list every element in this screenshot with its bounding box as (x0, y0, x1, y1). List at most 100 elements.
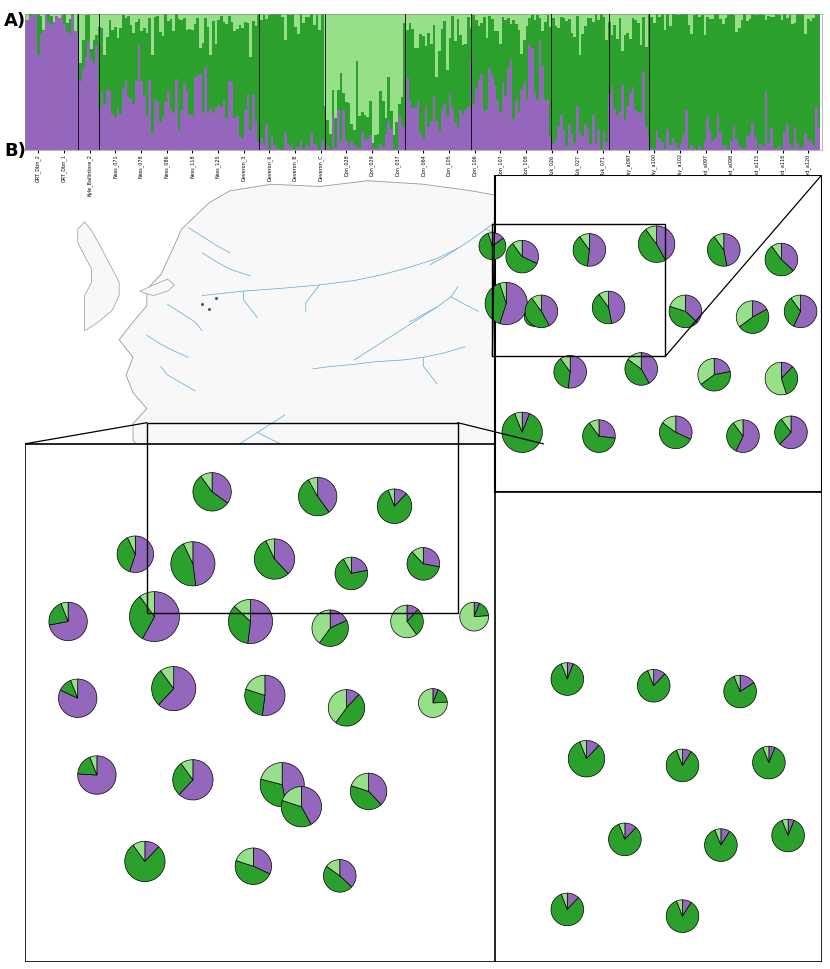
Bar (111, 31, 114, 115)
Wedge shape (567, 663, 574, 679)
Bar (427, 15, 430, 34)
Bar (249, 58, 252, 131)
Bar (459, 15, 461, 36)
Bar (355, 62, 359, 147)
Bar (82, 41, 85, 69)
Bar (501, 18, 505, 83)
Wedge shape (145, 841, 159, 861)
Bar (518, 31, 520, 112)
Bar (393, 15, 395, 136)
Bar (111, 115, 114, 151)
Bar (196, 77, 199, 151)
Bar (345, 142, 348, 151)
Bar (629, 40, 632, 94)
Wedge shape (418, 689, 447, 718)
Bar (629, 15, 632, 40)
Bar (720, 15, 722, 20)
Bar (714, 139, 717, 151)
Bar (273, 15, 276, 146)
Bar (188, 30, 191, 115)
Bar (369, 15, 372, 102)
Wedge shape (774, 420, 791, 445)
Bar (40, 35, 42, 151)
Bar (656, 15, 658, 132)
Bar (385, 135, 388, 151)
Bar (156, 16, 159, 102)
Bar (446, 15, 448, 71)
Bar (23, 15, 27, 21)
Wedge shape (492, 234, 503, 247)
Wedge shape (78, 756, 116, 795)
Bar (565, 146, 568, 151)
Bar (507, 18, 510, 69)
Bar (395, 122, 398, 150)
Bar (417, 15, 419, 48)
Bar (430, 122, 432, 151)
Bar (124, 15, 127, 19)
Bar (709, 15, 711, 19)
Bar (138, 15, 140, 19)
Bar (122, 16, 124, 89)
Bar (313, 145, 315, 151)
Bar (124, 79, 127, 151)
Bar (193, 25, 196, 78)
Bar (499, 113, 501, 151)
Bar (813, 15, 815, 19)
Wedge shape (721, 828, 730, 845)
Bar (624, 121, 627, 151)
Wedge shape (666, 901, 699, 932)
Bar (244, 111, 247, 151)
Bar (658, 139, 661, 151)
Bar (603, 132, 605, 151)
Bar (797, 143, 799, 151)
Bar (162, 37, 164, 117)
Bar (475, 21, 478, 89)
Wedge shape (682, 900, 691, 917)
Bar (215, 15, 217, 45)
Bar (412, 15, 414, 30)
Wedge shape (388, 489, 394, 507)
Bar (273, 146, 276, 151)
Bar (76, 15, 80, 33)
Wedge shape (647, 670, 654, 686)
Bar (204, 15, 207, 19)
Bar (342, 110, 345, 151)
Bar (257, 15, 260, 16)
Bar (496, 492, 822, 962)
Bar (183, 15, 186, 19)
Bar (324, 15, 326, 108)
Bar (342, 15, 345, 94)
Bar (634, 15, 637, 21)
Bar (589, 144, 592, 151)
Bar (746, 21, 749, 137)
Bar (149, 81, 151, 151)
Bar (722, 147, 725, 151)
Bar (815, 16, 818, 108)
Bar (478, 15, 481, 27)
Wedge shape (394, 489, 407, 507)
Bar (642, 15, 645, 17)
Bar (419, 35, 422, 134)
Wedge shape (335, 559, 368, 590)
Bar (239, 25, 242, 137)
Wedge shape (320, 621, 349, 646)
Bar (717, 16, 720, 115)
Bar (146, 34, 149, 116)
Bar (717, 115, 720, 151)
Bar (149, 15, 151, 19)
Wedge shape (479, 234, 505, 261)
Bar (773, 15, 775, 18)
Bar (427, 128, 430, 151)
Bar (637, 112, 640, 151)
Bar (305, 15, 308, 18)
Bar (249, 15, 252, 58)
Bar (379, 91, 382, 144)
Bar (720, 133, 722, 151)
Bar (581, 15, 584, 35)
Bar (791, 15, 793, 25)
Bar (704, 15, 706, 36)
Bar (414, 48, 417, 108)
Bar (499, 15, 501, 46)
Wedge shape (676, 749, 682, 766)
Bar (114, 28, 116, 118)
